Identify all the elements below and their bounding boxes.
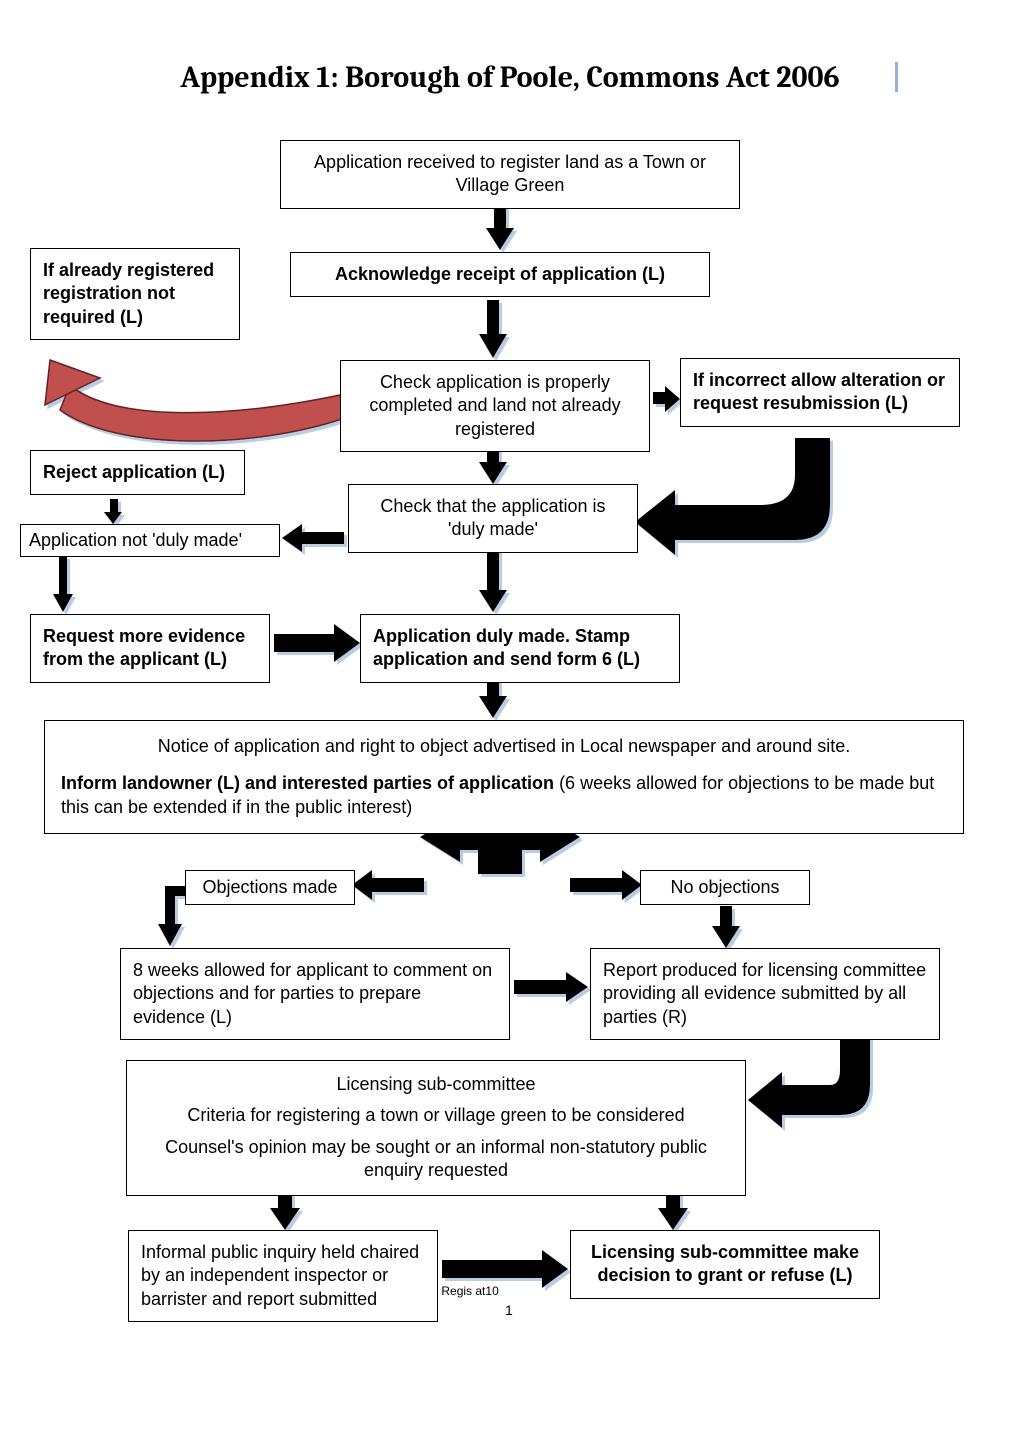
node-lsc-line2: Criteria for registering a town or villa… [145,1104,727,1127]
arrow-curved-black-icon [635,438,830,555]
arrow-curved-black-icon [748,1028,870,1128]
arrow-down-small-icon [158,886,185,946]
node-lsc-line1: Licensing sub-committee [145,1073,727,1096]
arrow-down-icon [486,202,514,250]
node-8weeks: 8 weeks allowed for applicant to comment… [120,948,510,1040]
node-objections-made: Objections made [185,870,355,905]
flowchart-page: Appendix 1: Borough of Poole, Commons Ac… [0,0,1020,1443]
node-informal-inquiry: Informal public inquiry held chaired by … [128,1230,438,1322]
node-incorrect-allow: If incorrect allow alteration or request… [680,358,960,427]
text-cursor [895,62,898,92]
arrow-right-icon [653,386,680,412]
node-not-duly-made: Application not 'duly made' [20,524,280,557]
node-check-duly: Check that the application is 'duly made… [348,484,638,553]
arrow-down-small-icon [104,499,122,524]
node-reject: Reject application (L) [30,450,245,495]
arrow-curved-red-icon [45,360,345,441]
arrow-down-small-icon [53,556,73,612]
page-number: 1 [505,1302,513,1318]
node-no-objections: No objections [640,870,810,905]
node-notice-inform: Notice of application and right to objec… [44,720,964,834]
arrow-left-icon [282,524,344,552]
arrow-down-icon [712,906,740,948]
arrow-right-icon [442,1250,568,1288]
page-title: Appendix 1: Borough of Poole, Commons Ac… [20,60,1000,95]
arrow-down-icon [479,300,507,358]
node-application-received: Application received to register land as… [280,140,740,209]
node-report-produced: Report produced for licensing committee … [590,948,940,1040]
arrow-right-icon [514,972,588,1002]
node-lsc-line3: Counsel's opinion may be sought or an in… [145,1136,727,1183]
arrow-right-icon [570,870,642,900]
node-decision: Licensing sub-committee make decision to… [570,1230,880,1299]
node-check-complete: Check application is properly completed … [340,360,650,452]
node-notice-line1: Notice of application and right to objec… [61,735,947,758]
node-licensing-subcommittee: Licensing sub-committee Criteria for reg… [126,1060,746,1196]
node-duly-made-stamp: Application duly made. Stamp application… [360,614,680,683]
arrow-right-icon [274,624,360,662]
node-ack-receipt: Acknowledge receipt of application (L) [290,252,710,297]
node-already-registered: If already registered registration not r… [30,248,240,340]
arrow-left-icon [352,870,424,900]
node-request-evidence: Request more evidence from the applicant… [30,614,270,683]
node-notice-line2: Inform landowner (L) and interested part… [61,772,947,819]
